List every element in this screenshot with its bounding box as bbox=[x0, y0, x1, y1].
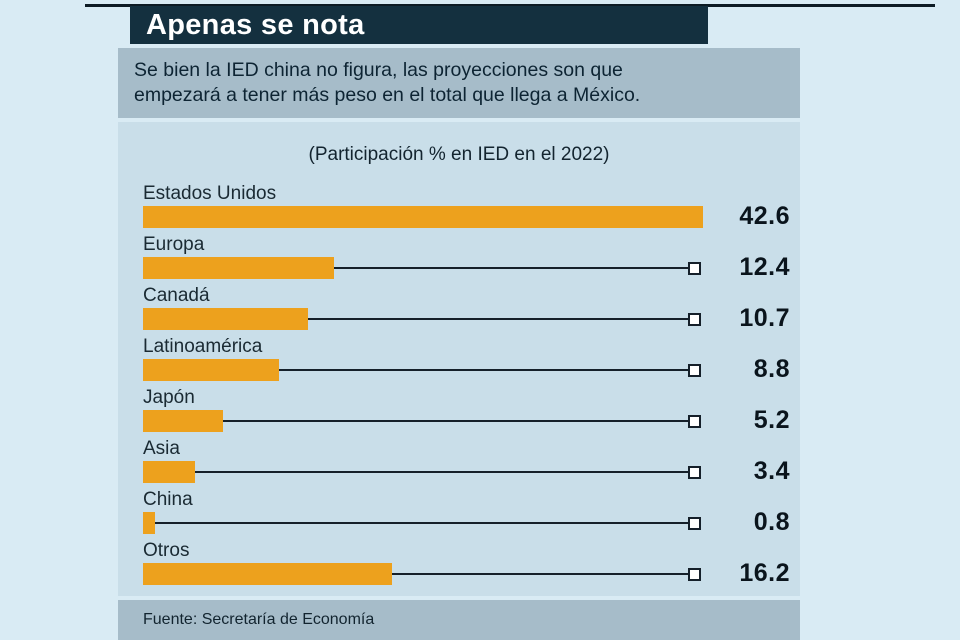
chart-subtitle-line-1: Se bien la IED china no figura, las proy… bbox=[134, 59, 623, 81]
chart-row: Japón 5.2 bbox=[143, 386, 800, 434]
end-marker-icon bbox=[688, 415, 701, 428]
bar-value: 16.2 bbox=[739, 559, 790, 587]
top-rule-divider bbox=[85, 4, 935, 7]
bar-label: Otros bbox=[143, 540, 190, 561]
bar-label: China bbox=[143, 489, 193, 510]
page-title: Apenas se nota bbox=[146, 8, 365, 41]
bar bbox=[143, 512, 156, 534]
bar-value: 5.2 bbox=[753, 406, 790, 434]
source-footer: Fuente: Secretaría de Economía bbox=[118, 600, 800, 640]
chart-row: China 0.8 bbox=[143, 488, 800, 536]
bar-label: Europa bbox=[143, 234, 205, 255]
bar-line: 42.6 bbox=[143, 202, 790, 230]
bar-line: 3.4 bbox=[143, 457, 790, 485]
bar bbox=[143, 410, 224, 432]
bar-label: Asia bbox=[143, 438, 180, 459]
connector-line bbox=[223, 420, 694, 422]
chart-header: Apenas se nota bbox=[130, 6, 708, 44]
chart-panel: (Participación % en IED en el 2022) Esta… bbox=[118, 122, 800, 596]
bar-line: 0.8 bbox=[143, 508, 790, 536]
chart-row: Europa 12.4 bbox=[143, 233, 800, 281]
chart-subtitle-line-2: empezará a tener más peso en el total qu… bbox=[134, 84, 641, 106]
end-marker-icon bbox=[688, 568, 701, 581]
chart-rows: Estados Unidos 42.6 Europa 12.4 Canadá 1… bbox=[143, 182, 800, 587]
bar-label: Latinoamérica bbox=[143, 336, 263, 357]
bar-label: Canadá bbox=[143, 285, 210, 306]
chart-row: Estados Unidos 42.6 bbox=[143, 182, 800, 230]
chart-title: (Participación % en IED en el 2022) bbox=[308, 144, 610, 165]
source-text: Fuente: Secretaría de Economía bbox=[143, 611, 375, 628]
bar bbox=[143, 563, 393, 585]
end-marker-icon bbox=[688, 313, 701, 326]
chart-row: Latinoamérica 8.8 bbox=[143, 335, 800, 383]
connector-line bbox=[307, 318, 694, 320]
bar bbox=[143, 359, 279, 381]
bar-value: 42.6 bbox=[739, 202, 790, 230]
bar-line: 8.8 bbox=[143, 355, 790, 383]
chart-row: Otros 16.2 bbox=[143, 539, 800, 587]
bar bbox=[143, 308, 308, 330]
bar-label: Estados Unidos bbox=[143, 183, 277, 204]
bar bbox=[143, 206, 703, 228]
end-marker-icon bbox=[688, 517, 701, 530]
bar-line: 12.4 bbox=[143, 253, 790, 281]
connector-line bbox=[155, 522, 694, 524]
chart-row: Asia 3.4 bbox=[143, 437, 800, 485]
connector-line bbox=[333, 267, 694, 269]
connector-line bbox=[195, 471, 694, 473]
chart-row: Canadá 10.7 bbox=[143, 284, 800, 332]
connector-line bbox=[278, 369, 694, 371]
end-marker-icon bbox=[688, 364, 701, 377]
bar-line: 5.2 bbox=[143, 406, 790, 434]
bar bbox=[143, 257, 334, 279]
bar-label: Japón bbox=[143, 387, 195, 408]
bar-value: 3.4 bbox=[753, 457, 790, 485]
bar-value: 12.4 bbox=[739, 253, 790, 281]
end-marker-icon bbox=[688, 262, 701, 275]
bar-value: 8.8 bbox=[753, 355, 790, 383]
bar bbox=[143, 461, 196, 483]
bar-line: 10.7 bbox=[143, 304, 790, 332]
end-marker-icon bbox=[688, 466, 701, 479]
chart-subtitle-box: Se bien la IED china no figura, las proy… bbox=[118, 48, 800, 118]
bar-value: 10.7 bbox=[739, 304, 790, 332]
bar-line: 16.2 bbox=[143, 559, 790, 587]
bar-value: 0.8 bbox=[753, 508, 790, 536]
connector-line bbox=[392, 573, 694, 575]
